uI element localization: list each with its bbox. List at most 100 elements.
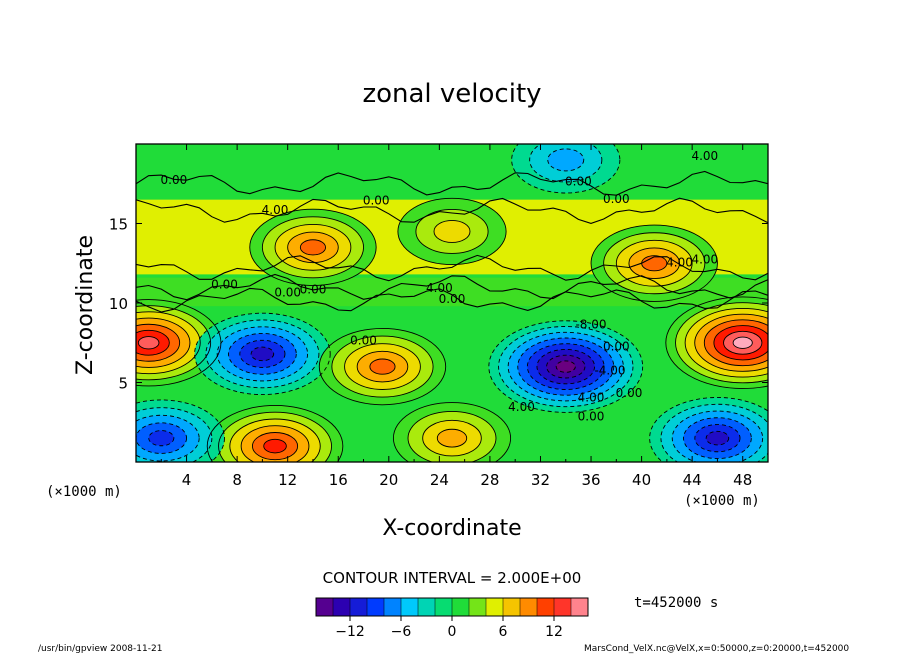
contour-line [590, 224, 718, 302]
colorbar-segment [401, 598, 419, 616]
contour-line [136, 422, 188, 454]
contour-line [249, 208, 377, 287]
colorbar [315, 597, 589, 617]
contour-label: 0.00 [161, 173, 188, 187]
contour-line [136, 305, 212, 381]
colorbar-segment [418, 598, 436, 616]
contour-line [488, 320, 644, 413]
contour-line [344, 343, 421, 390]
field-blob [148, 430, 174, 446]
field-blob [138, 336, 159, 349]
time-label: t=452000 s [634, 595, 718, 611]
contour-line [287, 231, 339, 264]
colorbar-segment [537, 598, 555, 616]
colorbar-segment [503, 598, 521, 616]
contour-label: 0.00 [439, 292, 466, 306]
colorbar-segment [452, 598, 470, 616]
contour-line [136, 399, 225, 462]
contour-line [436, 428, 468, 448]
contour-label: 0.00 [565, 174, 592, 188]
contour-line [299, 239, 327, 256]
x-axis-ticks: 4 8 12 16 20 24 28 32 36 40 44 48 [160, 144, 752, 489]
field-blob [706, 431, 729, 445]
colorbar-tick-label: −6 [391, 624, 412, 640]
contour-label: 0.00 [350, 333, 377, 347]
field-blob [251, 347, 274, 361]
contour-line [507, 331, 624, 402]
footer-left: /usr/bin/gpview 2008-11-21 [38, 644, 162, 654]
colorbar-segment [469, 598, 487, 616]
y-axis-label: Z-coordinate [73, 235, 98, 375]
contour-line [407, 411, 497, 462]
y-tick-label: 15 [109, 216, 128, 234]
contour-line [218, 411, 332, 462]
y-axis-ticks: 5 10 15 [109, 216, 768, 393]
contour-line [603, 232, 706, 295]
contour-lines [136, 144, 768, 462]
contour-line [136, 287, 768, 313]
x-unit-right: (×1000 m) [684, 493, 760, 509]
contour-label: 4.00 [691, 252, 718, 266]
contour-line [261, 216, 365, 279]
chart-title: zonal velocity [362, 79, 541, 109]
x-tick-label: 24 [430, 471, 449, 489]
contour-line [536, 348, 596, 385]
x-axis-label: X-coordinate [382, 516, 521, 541]
x-tick-label: 12 [278, 471, 297, 489]
contour-line [250, 346, 275, 362]
contour-line [194, 312, 331, 396]
contour-line [369, 358, 396, 375]
contour-labels: 0.000.000.004.004.000.000.00 4.000.000.00… [161, 149, 719, 424]
contour-line [136, 329, 170, 356]
contour-line [136, 311, 201, 375]
x-tick-label: 36 [581, 471, 600, 489]
contour-line [229, 418, 321, 462]
contour-line [671, 410, 764, 462]
contour-label: 0.00 [603, 192, 630, 206]
field-blob [300, 239, 326, 255]
contour-label: -4.00 [594, 364, 625, 378]
contour-line [274, 224, 352, 271]
contour-interval: CONTOUR INTERVAL = 2.000E+00 [323, 569, 582, 587]
contour-line [703, 319, 768, 367]
contour-label: 0.00 [300, 283, 327, 297]
footer-right: MarsCond_VelX.nc@VelX,x=0:50000,z=0:2000… [584, 644, 849, 654]
contour-line [723, 330, 763, 355]
contour-line [415, 208, 489, 254]
contour-line [628, 247, 680, 279]
colorbar-segment [486, 598, 504, 616]
contour-line [239, 339, 286, 368]
colorbar-tick-label: −12 [335, 624, 365, 640]
contour-line [251, 432, 299, 461]
contour-line [498, 326, 634, 408]
field-blob [437, 429, 467, 448]
contour-line [547, 148, 585, 172]
field-blob [369, 359, 396, 375]
colorbar-tick-label: 0 [448, 624, 457, 640]
contour-line [526, 343, 605, 390]
contour-line [433, 219, 471, 243]
contour-label: 4.00 [666, 255, 693, 269]
contour-label: 4.00 [262, 203, 289, 217]
colorbar-segment [571, 598, 589, 616]
x-tick-label: 32 [531, 471, 550, 489]
contour-line [684, 308, 768, 378]
contour-line [529, 144, 603, 183]
colorbar-segment [554, 598, 572, 616]
field-blob [733, 337, 753, 349]
colorbar-segment [367, 598, 385, 616]
contour-line [732, 336, 753, 349]
contour-line [694, 313, 768, 372]
contour-line [136, 407, 213, 462]
contour-label: 4.00 [508, 400, 535, 414]
contour-label: 0.00 [211, 278, 238, 292]
contour-label: 0.00 [578, 410, 605, 424]
contour-line [615, 239, 693, 287]
colorbar-ticks: −12 −6 0 6 12 [335, 616, 563, 640]
colorbar-segment [384, 598, 402, 616]
contour-line [675, 302, 768, 384]
x-tick-label: 4 [182, 471, 192, 489]
x-unit-left: (×1000 m) [46, 484, 122, 500]
contour-line [517, 337, 615, 396]
contour-line [555, 360, 576, 373]
